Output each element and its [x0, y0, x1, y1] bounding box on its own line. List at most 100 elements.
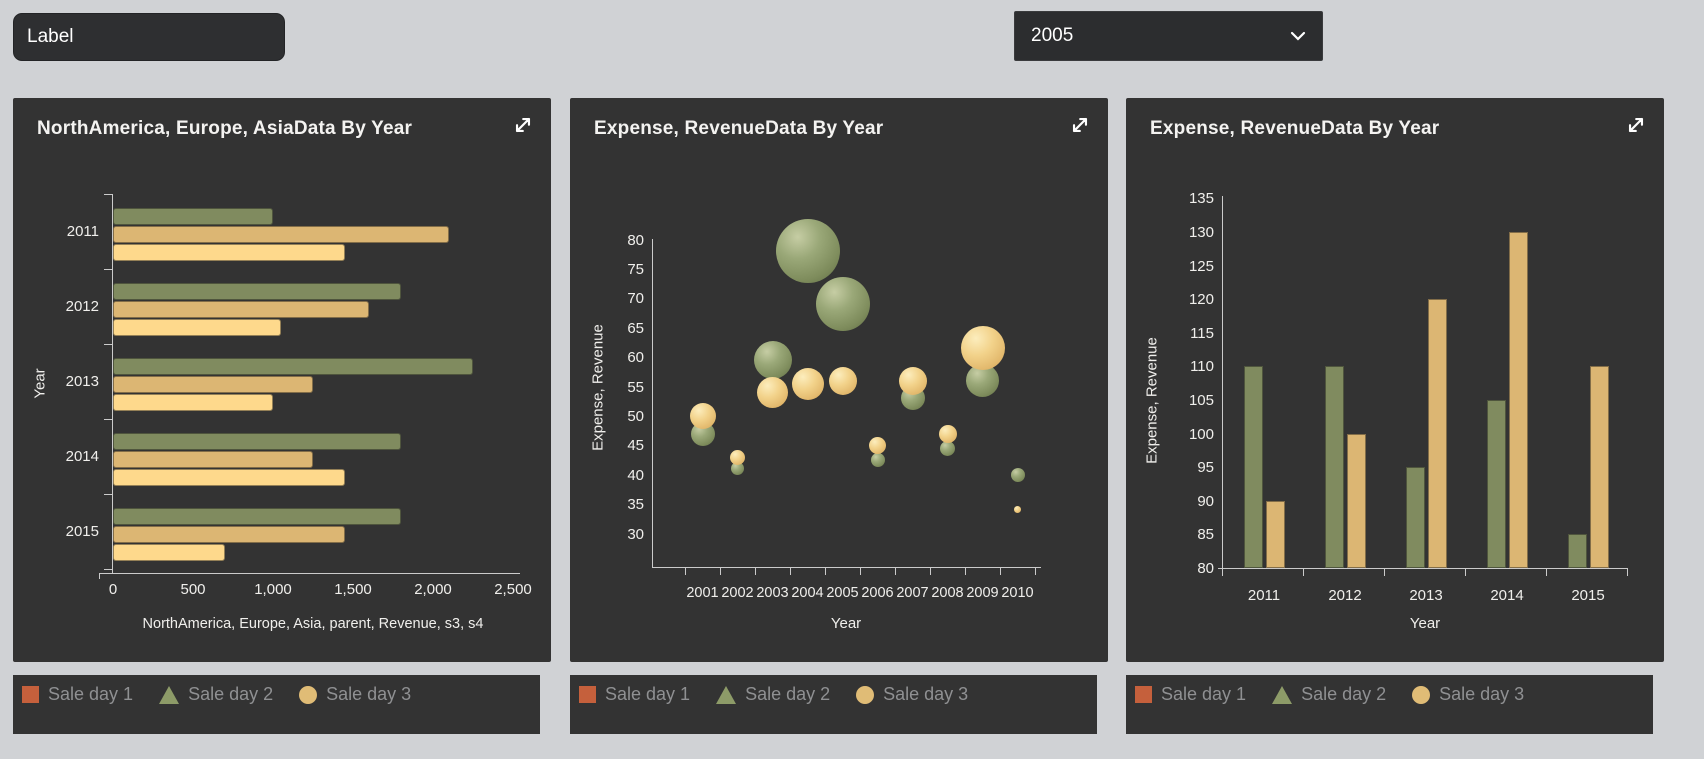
bar-2013-series-1 [113, 358, 473, 375]
expand-icon [1072, 117, 1088, 133]
bubble-yellow-2010 [1014, 506, 1021, 514]
y-axis-line [112, 194, 113, 573]
y-tick-label: 70 [627, 290, 644, 308]
year-select[interactable]: 2005 [1014, 11, 1323, 61]
bubble-green-2004 [775, 219, 840, 284]
bar-2014-series-1 [1486, 400, 1506, 568]
y-tick-label: 40 [627, 466, 644, 484]
bar-2014-series-2 [113, 451, 313, 468]
legend-item-sale-day-2[interactable]: Sale day 2 [1272, 684, 1386, 705]
y-tick-label: 2013 [65, 373, 99, 390]
x-tick-label: 1,500 [334, 581, 372, 598]
bar-2013-series-3 [113, 394, 273, 411]
x-tick-label: 2014 [1490, 587, 1524, 604]
y-tick-label: 125 [1188, 257, 1214, 275]
legend-label: Sale day 3 [1439, 684, 1525, 704]
horizontal-bar-chart: 2011 2012 2013 2014 2015 0 500 1,000 1,500 2,000 2… [13, 98, 551, 662]
bubble-yellow-2001 [689, 402, 716, 429]
legend-label: Sale day 1 [48, 684, 134, 704]
y-tick-label: 105 [1188, 392, 1214, 409]
panel-title: Expense, RevenueData By Year [1150, 118, 1440, 139]
y-tick-label: 95 [1197, 459, 1214, 477]
x-tick-label: 2001 [686, 585, 719, 601]
y-axis-title: Year [31, 368, 49, 399]
expand-button[interactable] [510, 112, 536, 138]
bubble-green-2005 [815, 277, 870, 332]
bar-2015-series-1 [1567, 534, 1587, 568]
y-axis-tick [104, 269, 112, 270]
legend-bar-2: Sale day 1 Sale day 2 Sale day 3 [570, 675, 1097, 734]
y-tick-label: 85 [1197, 526, 1214, 544]
legend-label: Sale day 3 [883, 684, 969, 704]
vertical-bar-chart: 80 85 90 95 100 105 110 115 120 125 130 135 2011 2012… [1126, 98, 1664, 662]
legend-item-sale-day-1[interactable]: Sale day 1 [1135, 684, 1246, 705]
bar-2015-series-3 [113, 544, 225, 561]
legend-items: Sale day 1 Sale day 2 Sale day 3 [579, 684, 968, 705]
expand-icon [1628, 117, 1644, 133]
legend-item-sale-day-1[interactable]: Sale day 1 [579, 684, 690, 705]
y-tick-label: 100 [1188, 425, 1214, 443]
x-axis-tick [685, 568, 686, 575]
x-axis-title: Year [1409, 615, 1441, 632]
bar-2015-series-2 [113, 526, 345, 543]
legend-item-sale-day-3[interactable]: Sale day 3 [1412, 684, 1524, 705]
y-axis-tick [104, 569, 112, 570]
label-input[interactable] [13, 13, 285, 61]
y-axis-tick [104, 494, 112, 495]
x-tick-label: 2003 [756, 585, 789, 601]
x-tick-label: 2002 [721, 585, 754, 601]
y-tick-label: 45 [627, 437, 644, 455]
x-tick-label: 2010 [1001, 585, 1034, 601]
x-axis-tick [1035, 568, 1036, 575]
legend-item-sale-day-1[interactable]: Sale day 1 [22, 684, 133, 705]
y-axis-title: Expense, Revenue [1143, 337, 1161, 464]
chart-panel-1: 2011 2012 2013 2014 2015 0 500 1,000 1,500 2,000 2… [13, 98, 551, 662]
bar-2011-series-1 [113, 208, 273, 225]
y-tick-label: 2014 [65, 448, 99, 465]
x-tick-label: 2008 [931, 585, 964, 601]
bar-2012-series-2 [1346, 433, 1366, 568]
bar-2013-series-2 [113, 376, 313, 393]
x-tick-label: 2011 [1247, 587, 1281, 604]
bar-2012-series-2 [113, 301, 369, 318]
panel-title: Expense, RevenueData By Year [594, 118, 884, 139]
legend-item-sale-day-3[interactable]: Sale day 3 [299, 684, 411, 705]
x-axis-tick [1384, 569, 1385, 576]
y-tick-label: 110 [1190, 358, 1214, 376]
bubble-yellow-2008 [938, 424, 957, 443]
x-tick-label: 500 [180, 581, 206, 598]
legend-item-sale-day-2[interactable]: Sale day 2 [159, 684, 273, 705]
y-axis-tick [104, 344, 112, 345]
bar-2014-series-2 [1508, 232, 1528, 568]
bubble-yellow-2006 [869, 436, 886, 454]
bubble-green-2008 [940, 440, 955, 456]
legend-items: Sale day 1 Sale day 2 Sale day 3 [1135, 684, 1524, 705]
expand-button[interactable] [1067, 112, 1093, 138]
legend-bar-3: Sale day 1 Sale day 2 Sale day 3 [1126, 675, 1653, 734]
legend-items: Sale day 1 Sale day 2 Sale day 3 [22, 684, 411, 705]
bubble-yellow-2005 [828, 366, 857, 395]
expand-icon [515, 117, 531, 133]
x-axis-tick [1546, 569, 1547, 576]
bubble-yellow-2003 [757, 376, 788, 408]
x-axis-tick [965, 568, 966, 575]
y-axis-line [652, 239, 653, 567]
y-tick-label: 80 [1197, 560, 1214, 577]
x-tick-label: 2005 [826, 585, 859, 601]
bar-2013-series-1 [1405, 467, 1425, 568]
x-axis-tick [1303, 569, 1304, 576]
bubble-yellow-2007 [898, 366, 927, 395]
expand-button[interactable] [1623, 112, 1649, 138]
bubble-chart: 30 35 40 45 50 55 60 65 70 75 80 2001 2002 2003 2004 20… [570, 98, 1108, 662]
x-tick-label: 2012 [1328, 587, 1362, 604]
legend-label: Sale day 2 [745, 684, 831, 704]
legend-item-sale-day-3[interactable]: Sale day 3 [856, 684, 968, 705]
legend-item-sale-day-2[interactable]: Sale day 2 [716, 684, 830, 705]
legend-label: Sale day 2 [188, 684, 274, 704]
bubble-yellow-2009 [960, 326, 1005, 371]
x-tick-label: 0 [108, 581, 118, 598]
y-tick-label: 90 [1197, 492, 1214, 510]
chart-panel-3: 80 85 90 95 100 105 110 115 120 125 130 135 2011 2012… [1126, 98, 1664, 662]
x-tick-label: 2009 [966, 585, 999, 601]
y-tick-label: 80 [627, 231, 644, 249]
